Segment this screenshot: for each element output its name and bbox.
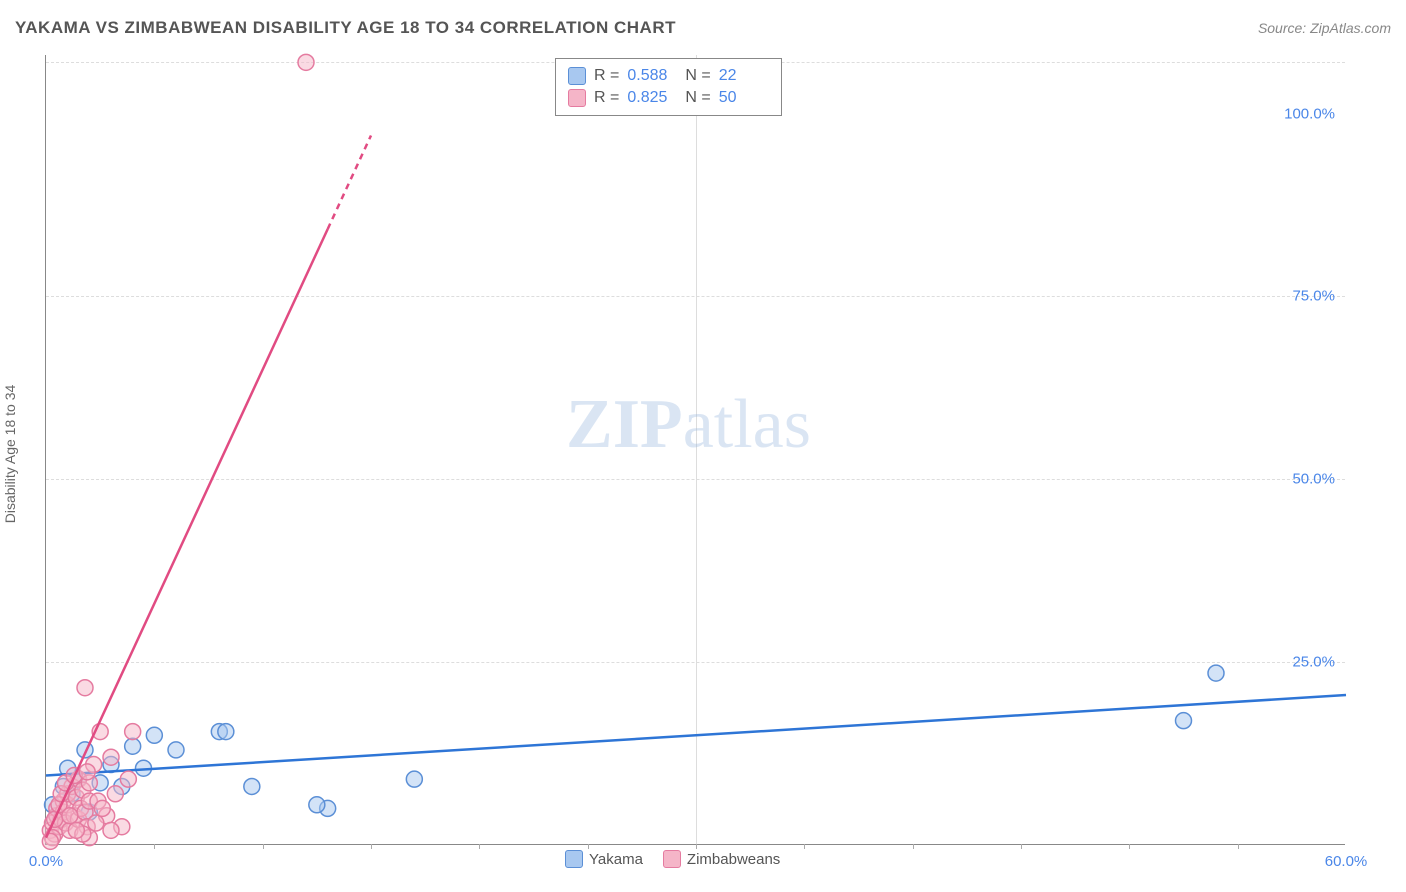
stat-n-value: 50 [719,89,769,107]
stat-r-value: 0.825 [627,89,677,107]
data-point [79,764,95,780]
data-point [88,815,104,831]
y-axis-label: Disability Age 18 to 34 [2,385,18,524]
data-point [298,54,314,70]
stat-n-label: N = [685,67,710,85]
data-point [406,771,422,787]
x-minor-tick [696,844,697,849]
x-minor-tick [913,844,914,849]
x-minor-tick [1129,844,1130,849]
legend-swatch [663,850,681,868]
data-point [107,786,123,802]
stat-r-label: R = [594,89,619,107]
x-minor-tick [479,844,480,849]
stat-n-value: 22 [719,67,769,85]
legend: Yakama Zimbabweans [565,850,780,868]
plot-area: ZIPatlas 25.0%50.0%75.0%100.0%0.0%60.0% [45,55,1345,845]
data-point [125,724,141,740]
x-tick-label: 0.0% [29,853,63,870]
legend-item: Yakama [565,850,643,868]
data-point [218,724,234,740]
chart-canvas [46,55,1345,844]
legend-label: Yakama [589,851,643,868]
legend-swatch [565,850,583,868]
data-point [125,738,141,754]
y-tick-label: 75.0% [1292,288,1335,305]
x-minor-tick [371,844,372,849]
data-point [309,797,325,813]
source-label: Source: ZipAtlas.com [1258,20,1391,36]
data-point [103,749,119,765]
data-point [1176,713,1192,729]
stat-n-label: N = [685,89,710,107]
series-swatch [568,67,586,85]
trend-line [46,695,1346,775]
data-point [1208,665,1224,681]
data-point [244,778,260,794]
chart-title: YAKAMA VS ZIMBABWEAN DISABILITY AGE 18 T… [15,18,676,38]
stats-row: R = 0.588 N = 22 [568,65,769,87]
series-swatch [568,89,586,107]
y-tick-label: 100.0% [1284,105,1335,122]
x-tick-label: 60.0% [1325,853,1368,870]
data-point [77,680,93,696]
data-point [42,833,58,849]
legend-label: Zimbabweans [687,851,780,868]
x-minor-tick [263,844,264,849]
x-minor-tick [804,844,805,849]
y-tick-label: 50.0% [1292,471,1335,488]
data-point [62,808,78,824]
trend-line-dashed [328,135,371,229]
legend-item: Zimbabweans [663,850,780,868]
stats-row: R = 0.825 N = 50 [568,87,769,109]
data-point [120,771,136,787]
trend-line [46,229,328,838]
data-point [146,727,162,743]
stats-box: R = 0.588 N = 22 R = 0.825 N = 50 [555,58,782,116]
data-point [94,800,110,816]
stat-r-label: R = [594,67,619,85]
data-point [103,822,119,838]
y-tick-label: 25.0% [1292,654,1335,671]
data-point [168,742,184,758]
x-minor-tick [1021,844,1022,849]
x-minor-tick [154,844,155,849]
stat-r-value: 0.588 [627,67,677,85]
data-point [68,822,84,838]
x-minor-tick [1238,844,1239,849]
x-minor-tick [588,844,589,849]
